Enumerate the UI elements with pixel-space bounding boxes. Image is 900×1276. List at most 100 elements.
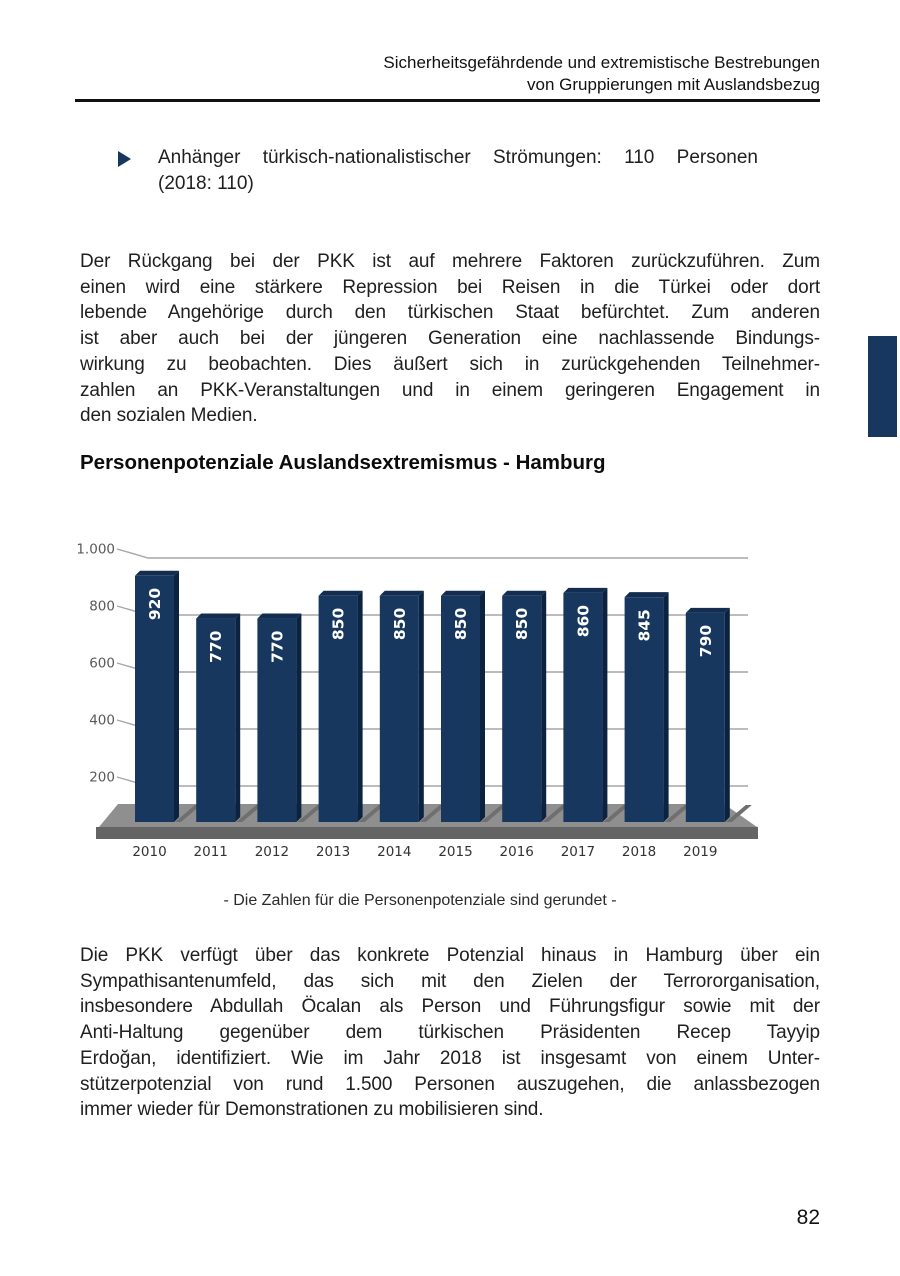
bullet-triangle-icon <box>118 151 131 167</box>
bar-2013: 850 2013 <box>316 590 363 860</box>
bar-2019: 790 2019 <box>683 607 730 860</box>
text-line: Sympathisantenumfeld, das sich mit den Z… <box>80 970 820 992</box>
bar-top-face <box>135 570 179 576</box>
bar-2018: 845 2018 <box>622 592 669 860</box>
y-tick-label: 600 <box>89 656 115 672</box>
bar-shadow <box>236 805 263 822</box>
text-line: immer wieder für Demonstrationen zu mobi… <box>80 1099 544 1121</box>
bar-top-face <box>685 607 730 613</box>
paragraph-pkk-rueckgang: Der Rückgang bei der PKK ist auf mehrere… <box>80 249 820 429</box>
text-line: wirkung zu beobachten. Dies äußert sich … <box>80 353 820 375</box>
text-line: den sozialen Medien. <box>80 405 258 427</box>
bar-front-face <box>135 575 174 822</box>
bar-top-face <box>318 590 363 596</box>
bar-shadow <box>419 805 446 822</box>
x-tick-label: 2017 <box>561 844 595 860</box>
bar-side-face <box>418 590 424 822</box>
bar-top-face <box>196 613 241 619</box>
bar-side-face <box>724 607 730 822</box>
bar-value-label: 850 <box>513 608 531 641</box>
section-heading: Personenpotenziale Auslandsextremismus -… <box>80 451 606 474</box>
bar-shadow <box>175 805 201 822</box>
bar-value-label: 845 <box>636 609 654 641</box>
bar-front-face <box>196 618 236 822</box>
bar-value-label: 860 <box>574 605 592 638</box>
bar-shadow <box>358 805 385 822</box>
gridline <box>116 548 748 559</box>
bar-top-face <box>624 592 669 598</box>
bar-front-face <box>624 597 664 822</box>
bar-top-face <box>257 613 302 619</box>
chart-floor-front <box>96 827 758 839</box>
bar-2011: 770 2011 <box>194 613 241 860</box>
text-line: ist aber auch bei der jüngeren Generatio… <box>80 328 820 350</box>
x-tick-label: 2018 <box>622 844 656 860</box>
bar-top-face <box>441 590 485 596</box>
text-line: stützerpotenzial von rund 1.500 Personen… <box>80 1073 820 1095</box>
bar-top-face <box>502 590 547 596</box>
bar-2017: 860 2017 <box>561 587 608 860</box>
text-line: einen wird eine stärkere Repression bei … <box>80 276 820 298</box>
bar-top-face <box>379 590 424 596</box>
bar-side-face <box>663 592 669 822</box>
header-rule <box>75 99 820 102</box>
bar-front-face <box>379 595 419 822</box>
page-header-line1: Sicherheitsgefährdende und extremistisch… <box>383 53 820 72</box>
personenpotenziale-chart: 1.000 800 600 400 200 920 2010 770 2011 770 2012 85… <box>0 525 900 873</box>
bar-top-face <box>563 587 608 593</box>
bar-value-label: 770 <box>268 630 286 663</box>
text-line: Der Rückgang bei der PKK ist auf mehrere… <box>80 251 820 272</box>
x-tick-label: 2010 <box>132 844 166 860</box>
bullet-line1: Anhänger türkisch-nationalistischer Strö… <box>158 147 758 168</box>
bar-value-label: 850 <box>391 608 409 641</box>
text-line: lebende Angehörige durch den türkischen … <box>80 302 820 324</box>
bar-shadow <box>297 805 324 822</box>
bar-shadow <box>481 805 507 822</box>
bar-front-face <box>685 612 725 822</box>
text-line: Erdoğan, identifiziert. Wie im Jahr 2018… <box>80 1047 820 1069</box>
bar-2016: 850 2016 <box>500 590 547 860</box>
bar-front-face <box>257 618 297 822</box>
bar-front-face <box>318 595 358 822</box>
paragraph-pkk-sympathisanten: Die PKK verfügt über das konkrete Potenz… <box>80 943 820 1123</box>
page-header: Sicherheitsgefährdende und extremistisch… <box>80 52 820 96</box>
x-tick-label: 2013 <box>316 844 350 860</box>
bar-2010: 920 2010 <box>132 570 179 860</box>
bar-front-face <box>502 595 542 822</box>
bar-front-face <box>563 592 603 822</box>
bar-2015: 850 2015 <box>438 590 485 860</box>
bar-value-label: 850 <box>452 608 470 641</box>
bar-shadow <box>542 805 569 822</box>
bar-side-face <box>296 613 302 822</box>
page-number: 82 <box>796 1206 820 1229</box>
y-tick-label: 400 <box>89 713 115 729</box>
x-tick-label: 2016 <box>500 844 534 860</box>
bar-shadow <box>603 805 630 822</box>
bar-front-face <box>441 595 480 822</box>
bar-value-label: 920 <box>146 588 164 621</box>
bar-value-label: 850 <box>330 608 348 641</box>
text-line: Anti-Haltung gegenüber dem türkischen Pr… <box>80 1022 820 1044</box>
x-tick-label: 2011 <box>194 844 228 860</box>
bullet-line2: (2018: 110) <box>158 173 254 194</box>
y-tick-label: 1.000 <box>76 542 115 558</box>
x-tick-label: 2012 <box>255 844 289 860</box>
bar-value-label: 790 <box>697 625 715 658</box>
chart-caption: - Die Zahlen für die Personenpotenziale … <box>223 892 617 909</box>
chapter-tab-marker <box>868 336 897 437</box>
x-tick-label: 2014 <box>377 844 411 860</box>
page-header-line2: von Gruppierungen mit Auslandsbezug <box>527 75 820 94</box>
text-line: zahlen an PKK-Veranstaltungen und in ein… <box>80 379 820 401</box>
bar-side-face <box>480 590 485 822</box>
bar-shadow <box>725 805 752 822</box>
bar-side-face <box>357 590 363 822</box>
text-line: Die PKK verfügt über das konkrete Potenz… <box>80 945 820 966</box>
x-tick-label: 2019 <box>683 844 717 860</box>
text-line: insbesondere Abdullah Öcalan als Person … <box>80 996 820 1018</box>
bar-side-face <box>541 590 547 822</box>
y-tick-label: 200 <box>89 770 115 786</box>
bar-2012: 770 2012 <box>255 613 302 860</box>
bar-chart-svg: 1.000 800 600 400 200 920 2010 770 2011 770 2012 85… <box>76 542 758 860</box>
x-tick-label: 2015 <box>438 844 472 860</box>
